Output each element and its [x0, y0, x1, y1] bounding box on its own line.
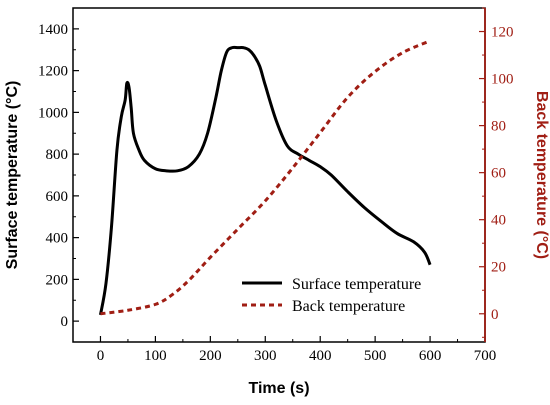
legend-item-back: Back temperature [242, 298, 405, 315]
y-left-tick-label: 800 [46, 147, 69, 163]
legend: Surface temperature Back temperature [242, 276, 421, 315]
legend-item-surface: Surface temperature [242, 276, 421, 293]
x-axis-title: Time (s) [248, 380, 309, 397]
x-tick-label: 700 [474, 348, 497, 364]
y-left-tick-label: 0 [61, 314, 69, 330]
y-right-tick-label: 60 [491, 166, 506, 182]
y-left-tick-label: 1000 [38, 105, 68, 121]
legend-label-surface: Surface temperature [292, 276, 421, 293]
y-right-tick-label: 120 [491, 25, 514, 41]
y-left-tick-label: 1400 [38, 22, 68, 38]
x-tick-label: 400 [309, 348, 332, 364]
legend-label-back: Back temperature [292, 298, 405, 315]
y-right-tick-label: 80 [491, 119, 506, 135]
series-line-back [100, 39, 431, 316]
y-left-tick-label: 1200 [38, 64, 68, 80]
x-tick-label: 100 [144, 348, 167, 364]
series-layer [98, 39, 432, 316]
x-tick-label: 200 [199, 348, 222, 364]
x-tick-label: 0 [97, 348, 105, 364]
ticks-layer: 0 100 200 300 400 500 600 700020040060080010001… [38, 7, 514, 364]
y-axis-left-title: Surface temperature (°C) [4, 81, 21, 270]
y-left-tick-label: 600 [46, 189, 69, 205]
x-tick-label: 600 [419, 348, 442, 364]
y-right-tick-label: 100 [491, 72, 514, 88]
y-axis-right-title: Back temperature (°C) [533, 91, 550, 259]
x-tick-label: 300 [254, 348, 277, 364]
y-left-tick-label: 400 [46, 231, 69, 247]
x-tick-label: 500 [364, 348, 387, 364]
plot-frame [72, 7, 486, 343]
y-right-tick-label: 0 [491, 307, 499, 323]
y-left-tick-label: 200 [46, 272, 69, 288]
y-right-tick-label: 20 [491, 260, 506, 276]
series-line-surface [98, 45, 432, 316]
y-right-tick-label: 40 [491, 213, 506, 229]
